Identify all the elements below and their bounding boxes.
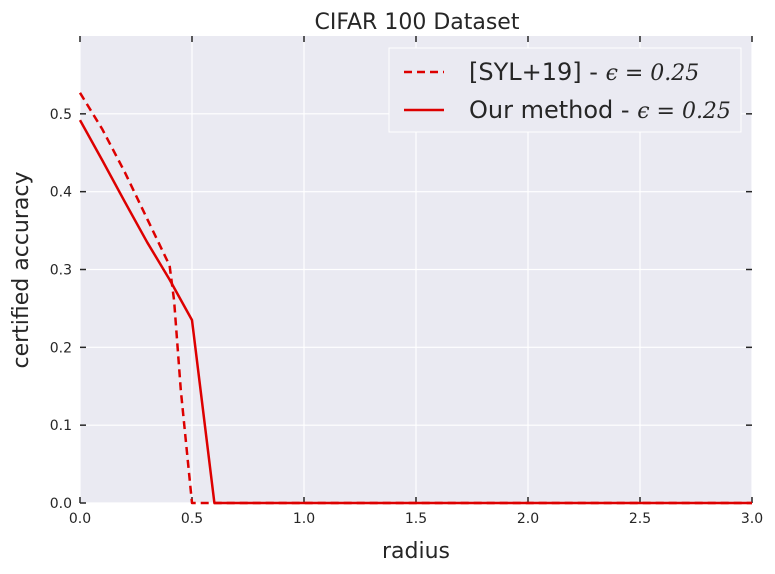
legend-label-1: Our method - ϵ = 0.25 bbox=[469, 96, 731, 124]
legend-box bbox=[388, 47, 742, 133]
x-tick-label: 3.0 bbox=[741, 511, 763, 527]
y-axis-label: certified accuracy bbox=[9, 171, 34, 368]
x-axis-label: radius bbox=[382, 539, 450, 564]
y-tick-label: 0.5 bbox=[50, 107, 72, 123]
y-tick-label: 0.2 bbox=[50, 340, 72, 356]
x-tick-label: 2.0 bbox=[517, 511, 539, 527]
series-line-1 bbox=[78, 119, 752, 505]
x-tick-label: 0.0 bbox=[69, 511, 91, 527]
axis-ticks: 0.0 0.5 1.0 1.5 2.0 2.5 3.0 0.0 0.1 0.2 0.3 0.4 0.5 bbox=[50, 36, 763, 527]
x-tick-label: 2.5 bbox=[629, 511, 651, 527]
series-layer bbox=[78, 92, 752, 505]
y-tick-label: 0.4 bbox=[50, 185, 72, 201]
legend-label-math: ϵ = 0.25 bbox=[606, 61, 700, 86]
x-tick-label: 1.0 bbox=[293, 511, 315, 527]
series-line-0 bbox=[78, 92, 752, 505]
legend-label-text: Our method - bbox=[469, 96, 637, 124]
chart-title: CIFAR 100 Dataset bbox=[315, 10, 520, 35]
y-tick-label: 0.3 bbox=[50, 263, 72, 279]
legend-label-0: [SYL+19] - ϵ = 0.25 bbox=[469, 58, 699, 86]
x-tick-label: 1.5 bbox=[405, 511, 427, 527]
legend-label-math: ϵ = 0.25 bbox=[637, 99, 731, 124]
legend-label-text: [SYL+19] - bbox=[469, 58, 606, 86]
y-tick-label: 0.1 bbox=[50, 418, 72, 434]
x-tick-label: 0.5 bbox=[181, 511, 203, 527]
y-tick-label: 0.0 bbox=[50, 496, 72, 512]
